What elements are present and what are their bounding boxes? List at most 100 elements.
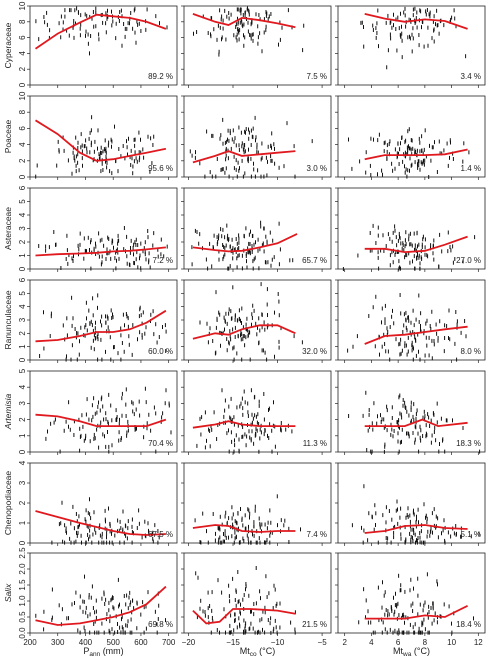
x-axis-label-0: Pann (mm): [83, 646, 123, 658]
x-tick-label-2: 10: [447, 638, 456, 647]
panel-4-1-frame: [183, 370, 332, 453]
y-tick-label-2: 0: [18, 266, 27, 271]
y-tick-label-3: 4: [18, 304, 27, 309]
panel-2-2-percent-label: 27.0 %: [456, 256, 481, 265]
y-tick-label-6: 2.5: [18, 547, 27, 559]
panel-4-2-percent-label: 18.3 %: [456, 439, 481, 448]
y-tick-label-5: 1: [18, 520, 27, 525]
panel-4-0-smooth-line: [35, 413, 167, 427]
panel-5-2-smooth-line: [364, 524, 468, 534]
y-tick-label-0: 10: [18, 1, 27, 10]
y-tick-label-0: 8: [18, 19, 27, 24]
y-tick-label-4: 0: [18, 449, 27, 454]
y-tick-label-3: 5: [18, 291, 27, 296]
x-tick-label-0: 500: [107, 638, 121, 647]
panel-3-1-percent-label: 32.0 %: [302, 347, 327, 356]
panel-0-1-frame: [183, 5, 332, 86]
x-tick-label-2: 2: [342, 638, 347, 647]
panel-5-2-percent-label: 5.1 %: [461, 530, 481, 539]
panel-0-0-smooth-line: [34, 13, 167, 50]
y-tick-label-2: 2: [18, 239, 27, 244]
y-tick-label-1: 2: [18, 158, 27, 163]
panel-3-0-smooth-line: [35, 309, 167, 343]
y-tick-label-3: 3: [18, 317, 27, 322]
row-label-asteraceae: Asteraceae: [3, 207, 13, 250]
y-tick-label-6: 1.5: [18, 579, 27, 591]
panel-1-2-smooth-line: [364, 148, 468, 161]
y-tick-label-6: 0.0: [18, 627, 27, 639]
panel-1-0-percent-label: 95.6 %: [148, 164, 173, 173]
y-tick-label-6: 0.5: [18, 611, 27, 623]
panel-6-1-smooth-line: [192, 608, 296, 625]
y-tick-label-4: 5: [18, 368, 27, 373]
x-axis-label-1: Mtco (°C): [240, 646, 275, 658]
y-tick-label-1: 0: [18, 174, 27, 179]
y-tick-label-5: 0: [18, 540, 27, 545]
panel-4-0-percent-label: 70.4 %: [148, 439, 173, 448]
panel-2-1-percent-label: 65.7 %: [302, 256, 327, 265]
x-tick-label-0: 400: [79, 638, 93, 647]
x-tick-label-0: 300: [51, 638, 65, 647]
y-tick-label-1: 8: [18, 109, 27, 114]
panel-6-2-frame: [337, 552, 486, 634]
x-tick-label-2: 6: [396, 638, 401, 647]
panel-1-2-frame: [337, 95, 486, 178]
y-tick-label-4: 1: [18, 433, 27, 438]
panel-2-0-percent-label: 7.2 %: [153, 256, 173, 265]
x-tick-label-0: 600: [134, 638, 148, 647]
x-tick-label-2: 8: [423, 638, 428, 647]
row-label-poaceae: Poaceae: [3, 119, 13, 153]
panel-6-2-percent-label: 18.4 %: [456, 620, 481, 629]
y-tick-label-0: 0: [18, 82, 27, 87]
row-label-ranunculaceae: Ranunculaceae: [3, 290, 13, 349]
x-tick-label-1: −15: [226, 638, 240, 647]
panel-0-2-frame: [337, 5, 486, 86]
panel-1-1-frame: [183, 95, 332, 178]
panel-3-2-percent-label: 8.0 %: [461, 347, 481, 356]
x-tick-label-1: −10: [271, 638, 285, 647]
x-tick-label-2: 4: [369, 638, 374, 647]
y-tick-label-1: 6: [18, 126, 27, 131]
y-tick-label-5: 4: [18, 460, 27, 465]
panel-4-0-frame: [29, 370, 178, 453]
panel-6-1-percent-label: 21.5 %: [302, 620, 327, 629]
panel-0-1-smooth-line: [192, 13, 296, 29]
panel-3-0-percent-label: 60.0 %: [148, 347, 173, 356]
panel-4-2-smooth-line: [364, 418, 468, 428]
x-tick-label-0: 200: [23, 638, 37, 647]
y-tick-label-0: 4: [18, 51, 27, 56]
row-label-chenopodiaceae: Chenopodiaceae: [3, 471, 13, 536]
y-tick-label-3: 6: [18, 277, 27, 282]
panel-1-0-frame: [29, 95, 178, 178]
y-tick-label-3: 2: [18, 331, 27, 336]
panel-4-1-smooth-line: [192, 420, 296, 429]
y-tick-label-4: 2: [18, 417, 27, 422]
y-tick-label-0: 6: [18, 35, 27, 40]
panel-1-1-smooth-line: [192, 150, 296, 164]
y-tick-label-3: 0: [18, 357, 27, 362]
y-tick-label-4: 3: [18, 401, 27, 406]
panel-6-0-smooth-line: [35, 585, 167, 626]
panel-4-1-percent-label: 11.3 %: [303, 439, 327, 448]
y-tick-label-3: 1: [18, 344, 27, 349]
panel-5-1-smooth-line: [192, 524, 296, 533]
panel-3-2-smooth-line: [364, 325, 468, 345]
panel-1-2-percent-label: 1.4 %: [461, 164, 481, 173]
y-tick-label-6: 1.0: [18, 595, 27, 607]
y-tick-label-4: 4: [18, 384, 27, 389]
panel-2-1-smooth-line: [192, 233, 298, 253]
panel-6-0-frame: [29, 552, 178, 634]
panel-1-1-percent-label: 3.0 %: [307, 164, 327, 173]
x-tick-label-1: −20: [182, 638, 196, 647]
panel-5-0-smooth-line: [35, 510, 166, 536]
panel-0-2-smooth-line: [364, 13, 468, 30]
panel-2-2-smooth-line: [364, 235, 468, 254]
panel-0-1-percent-label: 7.5 %: [307, 72, 327, 81]
y-tick-label-5: 3: [18, 480, 27, 485]
y-tick-label-2: 3: [18, 226, 27, 231]
y-tick-label-2: 6: [18, 185, 27, 190]
y-tick-label-5: 2: [18, 500, 27, 505]
panel-2-0-smooth-line: [35, 246, 166, 257]
panel-0-0-frame: [29, 5, 178, 86]
